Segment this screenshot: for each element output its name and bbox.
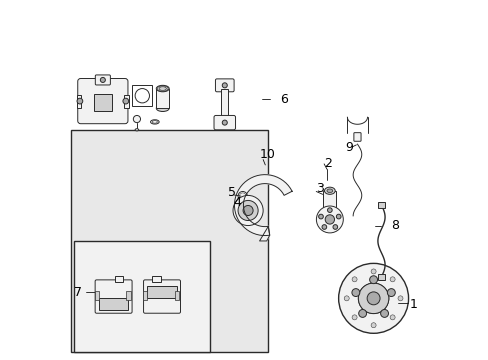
- Circle shape: [369, 276, 377, 284]
- Ellipse shape: [233, 195, 263, 226]
- Bar: [99, 298, 128, 310]
- Circle shape: [327, 208, 331, 212]
- Bar: [377, 274, 384, 280]
- Bar: [115, 275, 123, 282]
- Circle shape: [222, 83, 227, 88]
- Circle shape: [100, 77, 105, 82]
- Bar: [323, 191, 336, 218]
- Polygon shape: [234, 175, 291, 235]
- Bar: [156, 89, 169, 108]
- Circle shape: [122, 98, 128, 104]
- Text: 10: 10: [259, 148, 275, 161]
- Ellipse shape: [338, 264, 408, 333]
- Text: 9: 9: [344, 140, 352, 153]
- Circle shape: [370, 269, 375, 274]
- Bar: [174, 291, 179, 300]
- Text: 2: 2: [324, 157, 331, 170]
- Bar: [77, 95, 81, 108]
- Bar: [152, 275, 161, 282]
- Circle shape: [366, 292, 379, 305]
- Bar: [74, 241, 210, 352]
- Ellipse shape: [324, 187, 335, 194]
- Circle shape: [351, 315, 356, 320]
- Circle shape: [380, 310, 387, 318]
- Circle shape: [222, 120, 227, 125]
- Bar: [377, 202, 384, 208]
- Circle shape: [344, 296, 348, 301]
- Circle shape: [397, 296, 402, 301]
- Circle shape: [133, 116, 140, 123]
- Circle shape: [336, 214, 340, 219]
- Polygon shape: [259, 226, 269, 241]
- FancyBboxPatch shape: [95, 75, 110, 85]
- Text: 8: 8: [391, 219, 399, 233]
- Text: 3: 3: [316, 183, 324, 195]
- Ellipse shape: [156, 105, 169, 112]
- Ellipse shape: [358, 283, 388, 314]
- Text: 7: 7: [74, 286, 82, 299]
- Ellipse shape: [135, 129, 139, 131]
- FancyBboxPatch shape: [353, 133, 360, 141]
- Bar: [132, 85, 152, 107]
- Bar: [147, 286, 176, 298]
- FancyBboxPatch shape: [95, 280, 132, 313]
- Ellipse shape: [156, 85, 169, 92]
- Ellipse shape: [150, 120, 159, 124]
- Text: 6: 6: [279, 93, 287, 106]
- FancyBboxPatch shape: [78, 78, 128, 124]
- Circle shape: [351, 289, 359, 297]
- Text: 5: 5: [227, 186, 235, 199]
- Circle shape: [351, 277, 356, 282]
- FancyBboxPatch shape: [143, 280, 180, 313]
- Bar: [124, 95, 128, 108]
- Bar: [95, 291, 99, 300]
- FancyBboxPatch shape: [214, 116, 235, 130]
- Bar: [94, 94, 112, 111]
- Circle shape: [322, 225, 326, 229]
- Bar: [143, 291, 147, 300]
- Circle shape: [358, 310, 366, 318]
- Ellipse shape: [238, 201, 258, 221]
- FancyBboxPatch shape: [215, 79, 234, 92]
- Circle shape: [77, 98, 82, 104]
- Ellipse shape: [326, 189, 332, 193]
- Text: 4: 4: [233, 196, 241, 209]
- Circle shape: [370, 323, 375, 328]
- Text: 1: 1: [408, 298, 416, 311]
- Circle shape: [318, 214, 323, 219]
- Circle shape: [389, 277, 394, 282]
- Ellipse shape: [243, 206, 253, 216]
- Circle shape: [325, 215, 334, 224]
- Ellipse shape: [316, 206, 343, 233]
- Ellipse shape: [358, 283, 388, 314]
- Circle shape: [332, 225, 337, 229]
- Circle shape: [386, 289, 394, 297]
- Bar: [70, 130, 267, 352]
- Bar: [126, 291, 130, 300]
- Circle shape: [389, 315, 394, 320]
- Bar: [221, 89, 228, 117]
